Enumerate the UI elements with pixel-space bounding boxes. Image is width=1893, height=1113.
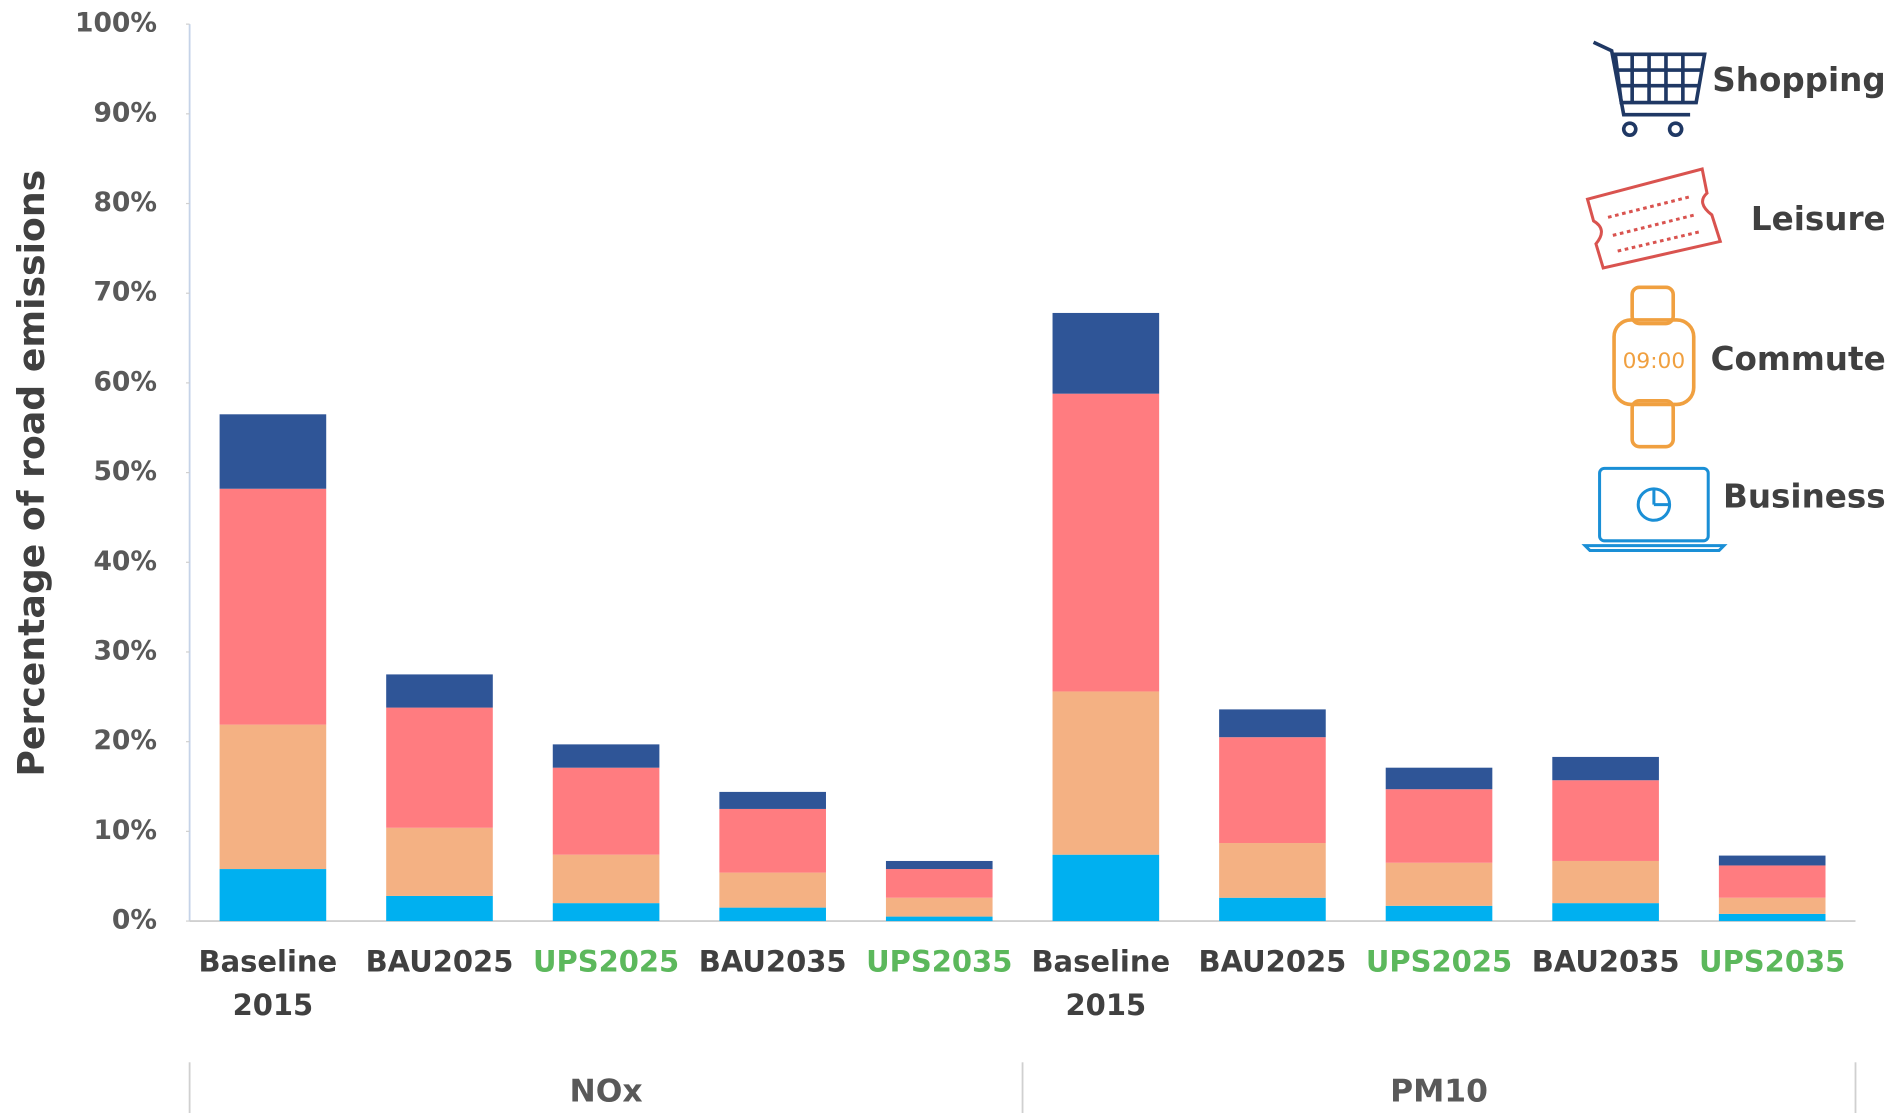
legend-label: Shopping xyxy=(1712,61,1885,99)
bar-segment xyxy=(386,674,493,708)
x-tick-label: BAU2025 xyxy=(366,944,514,978)
bar-segment xyxy=(219,414,327,489)
x-tick-label: UPS2025 xyxy=(533,944,679,978)
bar-segment xyxy=(1219,709,1326,738)
commute-icon: 09:00 xyxy=(1612,285,1696,449)
shopping-icon xyxy=(1592,40,1707,138)
bar-segment xyxy=(386,707,493,828)
x-tick-label: UPS2035 xyxy=(1699,944,1845,978)
bar-segment xyxy=(1219,843,1326,898)
bar-segment xyxy=(885,860,993,870)
bar-segment xyxy=(1718,913,1826,922)
bar-segment xyxy=(1385,905,1493,922)
bar-segment xyxy=(719,791,826,809)
x-tick-label: Baseline 2015 xyxy=(199,944,348,1021)
bar-segment xyxy=(719,907,826,922)
bar-segment xyxy=(1718,865,1826,898)
legend-label: Leisure xyxy=(1751,200,1886,238)
bar-segment xyxy=(1385,789,1493,863)
bar-segment xyxy=(219,869,327,922)
x-tick-label: UPS2035 xyxy=(866,944,1012,978)
bar-segment xyxy=(1385,767,1493,790)
y-tick-label: 30% xyxy=(93,635,157,666)
bar-segment xyxy=(719,808,826,873)
bar-segment xyxy=(1552,780,1659,861)
bar-segment xyxy=(386,895,493,922)
x-tick-label: BAU2035 xyxy=(1532,944,1680,978)
y-tick-label: 10% xyxy=(93,815,157,846)
bar-segment xyxy=(719,872,826,908)
group-label: PM10 xyxy=(1390,1073,1488,1109)
bar-segment xyxy=(1052,691,1160,855)
y-tick-label: 50% xyxy=(93,456,157,487)
bar-segment xyxy=(1385,862,1493,906)
svg-text:09:00: 09:00 xyxy=(1623,349,1686,374)
bar-segment xyxy=(885,869,993,898)
y-tick-label: 0% xyxy=(112,905,157,936)
bar-segment xyxy=(1219,737,1326,844)
bar-segment xyxy=(1552,903,1659,922)
y-tick-label: 60% xyxy=(93,366,157,397)
bar-segment xyxy=(386,827,493,896)
business-icon xyxy=(1581,466,1728,552)
bar-segment xyxy=(552,854,660,904)
leisure-icon xyxy=(1585,167,1723,270)
bar-segment xyxy=(1718,855,1826,866)
y-tick-label: 20% xyxy=(93,725,157,756)
bar-segment xyxy=(1219,897,1326,922)
y-axis-title: Percentage of road emissions xyxy=(10,170,53,777)
x-tick-label: BAU2025 xyxy=(1199,944,1347,978)
bar-segment xyxy=(219,488,327,725)
bar-segment xyxy=(1718,897,1826,914)
y-tick-label: 70% xyxy=(93,277,157,308)
bar-segment xyxy=(885,916,993,922)
bar-segment xyxy=(219,724,327,870)
bar-segment xyxy=(1552,756,1659,781)
bar-segment xyxy=(885,897,993,917)
y-tick-label: 40% xyxy=(93,546,157,577)
y-tick-label: 100% xyxy=(75,8,157,39)
bar-segment xyxy=(552,903,660,922)
bar-segment xyxy=(552,767,660,855)
bar-segment xyxy=(1052,312,1160,394)
x-tick-label: BAU2035 xyxy=(699,944,847,978)
bar-segment xyxy=(552,744,660,768)
bar-segment xyxy=(1552,860,1659,904)
x-tick-label: Baseline 2015 xyxy=(1031,944,1180,1021)
bar-segment xyxy=(1052,393,1160,692)
group-label: NOx xyxy=(569,1073,642,1109)
y-tick-label: 90% xyxy=(93,97,157,128)
bar-segment xyxy=(1052,854,1160,922)
x-tick-label: UPS2025 xyxy=(1366,944,1512,978)
legend-label: Business xyxy=(1723,478,1886,516)
legend-label: Commute xyxy=(1711,340,1886,378)
y-tick-label: 80% xyxy=(93,187,157,218)
